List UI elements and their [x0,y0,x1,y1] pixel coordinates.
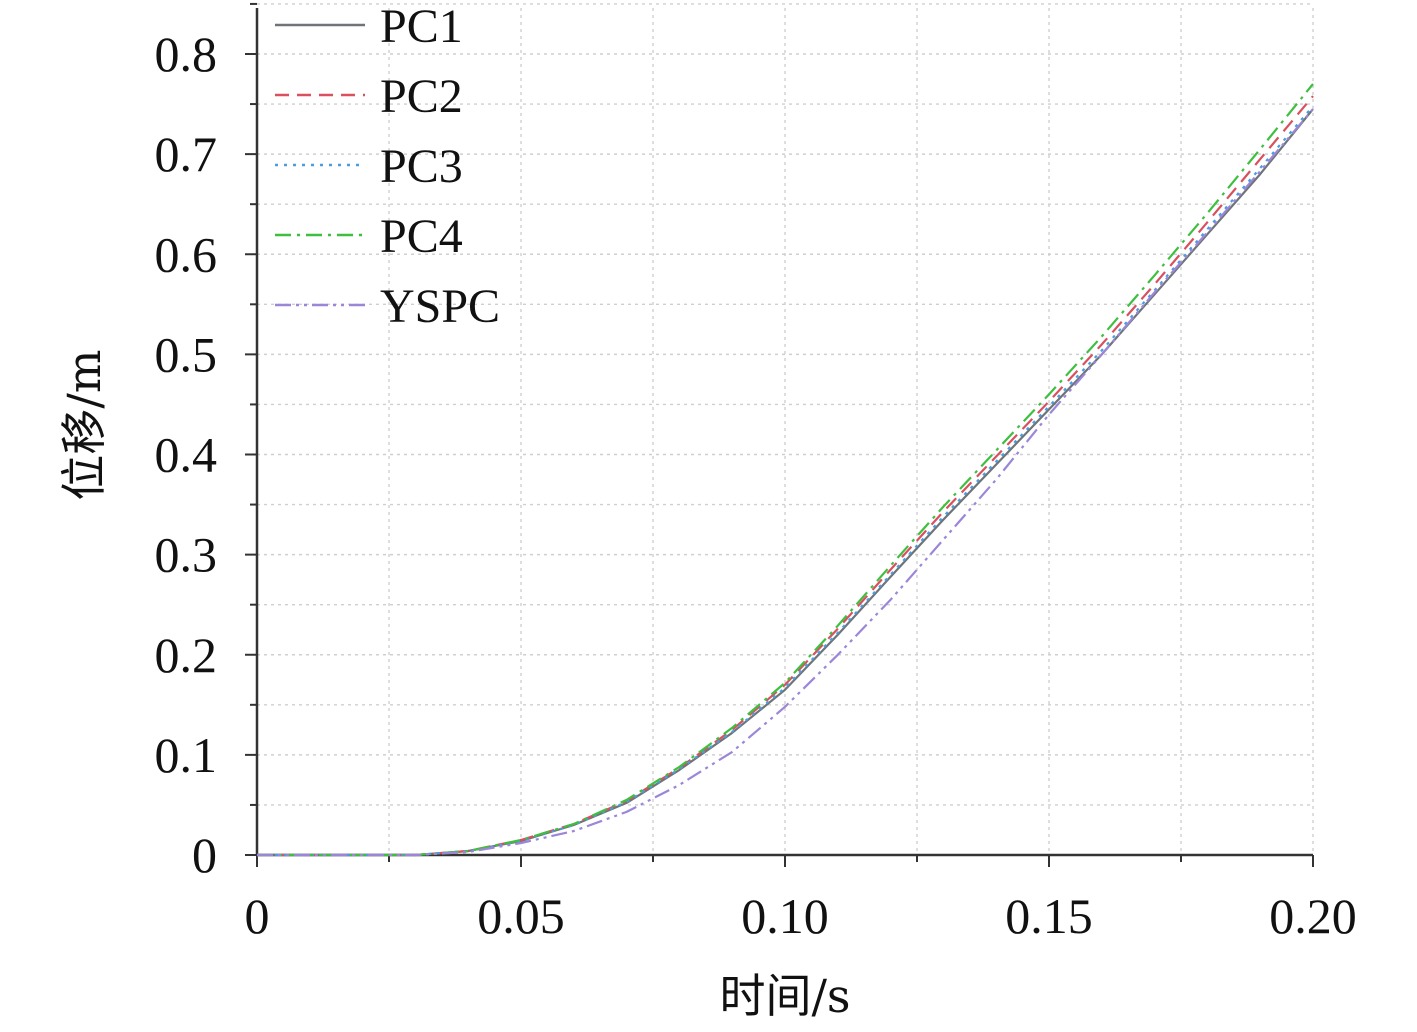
y-tick-labels: 0 0.1 0.2 0.3 0.4 0.5 0.6 0.7 0.8 [155,26,218,883]
x-tick-labels: 0 0.05 0.10 0.15 0.20 [245,888,1357,944]
series-line-pc3 [257,105,1314,857]
legend-label-pc4: PC4 [380,210,463,263]
series-line-pc2 [257,95,1314,857]
y-tick-label: 0.1 [155,727,218,783]
legend: PC1 PC2 PC3 PC4 YSPC [275,0,500,333]
y-tick-label: 0.4 [155,427,218,483]
y-tick-label: 0.7 [155,126,218,182]
legend-label-pc1: PC1 [380,0,463,53]
y-axis-title: 位移/m [57,349,111,500]
x-tick-label: 0.20 [1269,888,1357,944]
y-tick-label: 0.3 [155,527,218,583]
y-tick-label: 0.8 [155,26,218,82]
x-tick-label: 0 [245,888,270,944]
x-tick-label: 0.05 [477,888,565,944]
x-tick-label: 0.10 [741,888,829,944]
legend-label-pc3: PC3 [380,140,463,193]
tick-marks [245,2,1314,867]
x-tick-label: 0.15 [1005,888,1093,944]
legend-label-yspc: YSPC [380,280,500,333]
y-tick-label: 0 [192,827,217,883]
series-line-pc4 [257,83,1314,857]
series-line-yspc [257,108,1314,857]
y-tick-label: 0.2 [155,627,218,683]
y-tick-label: 0.6 [155,226,218,282]
legend-label-pc2: PC2 [380,70,463,123]
grid-lines [257,3,1314,855]
x-axis-title: 时间/s [719,969,850,1023]
y-tick-label: 0.5 [155,326,218,382]
series-lines [257,83,1314,857]
